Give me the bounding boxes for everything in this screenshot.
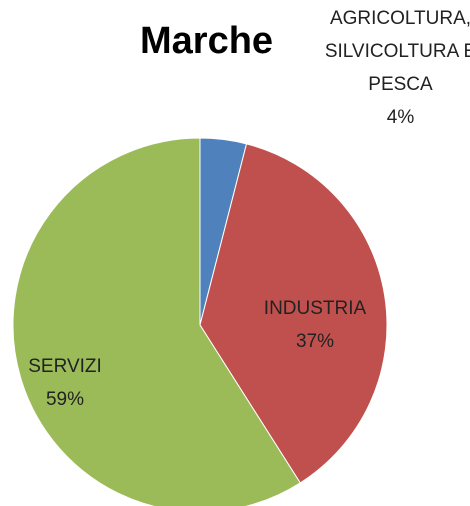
slice-label: SERVIZI 59% <box>10 350 120 416</box>
slice-label: INDUSTRIA 37% <box>240 292 390 358</box>
slice-category: AGRICOLTURA, SILVICOLTURA E PESCA <box>324 8 470 95</box>
slice-value: 59% <box>45 389 85 410</box>
slice-label: AGRICOLTURA, SILVICOLTURA E PESCA 4% <box>318 2 470 134</box>
chart-title: Marche <box>140 20 274 62</box>
slice-category: INDUSTRIA <box>263 298 367 319</box>
slice-category: SERVIZI <box>28 356 102 377</box>
slice-value: 4% <box>386 107 415 128</box>
slice-value: 37% <box>295 331 335 352</box>
pie-slice <box>12 137 301 506</box>
